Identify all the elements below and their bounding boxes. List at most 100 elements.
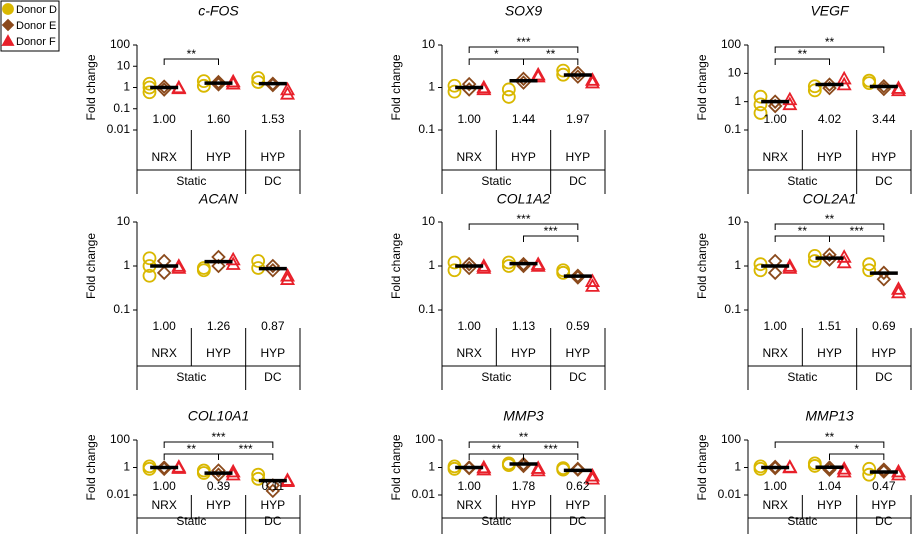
mean-label: 0.62 bbox=[566, 479, 590, 493]
chart-title: MMP3 bbox=[503, 408, 544, 424]
mean-label: 0.87 bbox=[261, 319, 285, 333]
y-tick-label: 10 bbox=[117, 58, 131, 72]
x-tick-label: HYP bbox=[511, 346, 536, 360]
y-tick-label: 100 bbox=[721, 432, 741, 446]
significance-label: *** bbox=[211, 430, 225, 444]
marker-triangle bbox=[225, 251, 241, 266]
group-label: DC bbox=[264, 370, 282, 384]
y-axis-label: Fold change bbox=[695, 54, 709, 120]
marker-diamond bbox=[1, 18, 15, 32]
x-tick-label: HYP bbox=[206, 498, 231, 512]
marker-circle bbox=[447, 78, 462, 93]
y-axis-label: Fold change bbox=[695, 434, 709, 500]
x-tick-label: HYP bbox=[817, 150, 842, 164]
marker-circle bbox=[862, 461, 877, 476]
marker-triangle bbox=[225, 463, 241, 478]
significance-label: *** bbox=[516, 212, 530, 226]
marker-diamond bbox=[876, 271, 892, 287]
x-tick-label: HYP bbox=[260, 346, 285, 360]
marker-circle bbox=[196, 463, 211, 478]
group-label: Static bbox=[481, 370, 511, 384]
marker-triangle bbox=[836, 463, 852, 478]
y-tick-label: 1 bbox=[428, 80, 435, 94]
group-label: Static bbox=[481, 174, 511, 188]
y-tick-label: 1 bbox=[734, 460, 741, 474]
mean-label: 0.69 bbox=[872, 319, 896, 333]
mean-label: 0.39 bbox=[207, 479, 231, 493]
marker-circle bbox=[142, 251, 157, 266]
y-tick-label: 100 bbox=[110, 37, 130, 51]
y-tick-label: 1 bbox=[123, 80, 130, 94]
mean-label: 1.00 bbox=[152, 319, 176, 333]
significance-label: ** bbox=[187, 47, 197, 61]
marker-diamond bbox=[570, 65, 586, 81]
y-tick-label: 100 bbox=[110, 432, 130, 446]
y-tick-label: 10 bbox=[422, 37, 436, 51]
mean-label: 3.44 bbox=[872, 112, 896, 126]
mean-label: 1.78 bbox=[512, 479, 536, 493]
mean-label: 1.00 bbox=[763, 112, 787, 126]
group-label: Static bbox=[787, 514, 817, 528]
marker-triangle bbox=[279, 81, 296, 96]
y-axis-label: Fold change bbox=[695, 233, 709, 299]
marker-diamond bbox=[876, 462, 892, 477]
marker-circle bbox=[2, 3, 14, 15]
group-label: DC bbox=[569, 370, 587, 384]
significance-label: ** bbox=[825, 212, 835, 226]
chart-title: c-FOS bbox=[198, 3, 239, 19]
marker-circle bbox=[142, 76, 157, 91]
mean-label: 1.53 bbox=[261, 112, 285, 126]
marker-circle bbox=[862, 263, 877, 278]
y-axis-label: Fold change bbox=[84, 54, 98, 120]
marker-triangle bbox=[279, 271, 296, 285]
marker-circle bbox=[753, 89, 768, 104]
marker-circle bbox=[501, 90, 516, 104]
significance-label: ** bbox=[825, 35, 835, 49]
marker-triangle bbox=[530, 68, 546, 83]
y-tick-label: 1 bbox=[734, 94, 741, 108]
y-tick-label: 10 bbox=[117, 214, 131, 228]
marker-triangle bbox=[530, 460, 546, 474]
marker-circle bbox=[753, 257, 768, 272]
marker-triangle bbox=[225, 73, 241, 88]
mean-label: 1.00 bbox=[763, 319, 787, 333]
marker-diamond bbox=[516, 456, 531, 472]
group-label: Static bbox=[481, 514, 511, 528]
significance-bracket bbox=[468, 441, 579, 448]
y-tick-label: 0.1 bbox=[418, 122, 435, 136]
marker-diamond bbox=[211, 463, 226, 478]
marker-diamond bbox=[767, 459, 783, 475]
marker-diamond bbox=[876, 464, 892, 479]
marker-circle bbox=[447, 263, 462, 278]
marker-circle bbox=[753, 263, 768, 278]
y-tick-label: 1 bbox=[123, 460, 130, 474]
marker-circle bbox=[251, 254, 266, 268]
x-tick-label: HYP bbox=[565, 498, 590, 512]
significance-bracket bbox=[523, 58, 579, 65]
mean-label: 0.47 bbox=[872, 479, 896, 493]
mean-label: 1.13 bbox=[512, 319, 536, 333]
marker-circle bbox=[862, 73, 877, 88]
marker-circle bbox=[196, 74, 211, 89]
y-tick-label: 1 bbox=[428, 460, 435, 474]
significance-label: * bbox=[494, 47, 499, 61]
x-tick-label: HYP bbox=[817, 346, 842, 360]
legend-label: Donor E bbox=[16, 20, 56, 32]
significance-bracket bbox=[829, 453, 885, 460]
marker-circle bbox=[501, 259, 516, 273]
significance-label: ** bbox=[798, 47, 808, 61]
marker-triangle bbox=[836, 70, 852, 85]
y-tick-label: 0.1 bbox=[724, 122, 741, 136]
group-label: Static bbox=[176, 514, 206, 528]
x-tick-label: HYP bbox=[511, 498, 536, 512]
marker-circle bbox=[556, 263, 571, 278]
marker-diamond bbox=[461, 256, 477, 272]
chart-title: COL2A1 bbox=[803, 191, 857, 207]
y-tick-label: 10 bbox=[728, 214, 742, 228]
significance-bracket bbox=[774, 441, 885, 448]
y-tick-label: 0.1 bbox=[113, 302, 130, 316]
y-tick-label: 1 bbox=[734, 258, 741, 272]
x-tick-label: NRX bbox=[762, 150, 787, 164]
marker-circle bbox=[556, 63, 571, 78]
marker-diamond bbox=[265, 478, 281, 493]
